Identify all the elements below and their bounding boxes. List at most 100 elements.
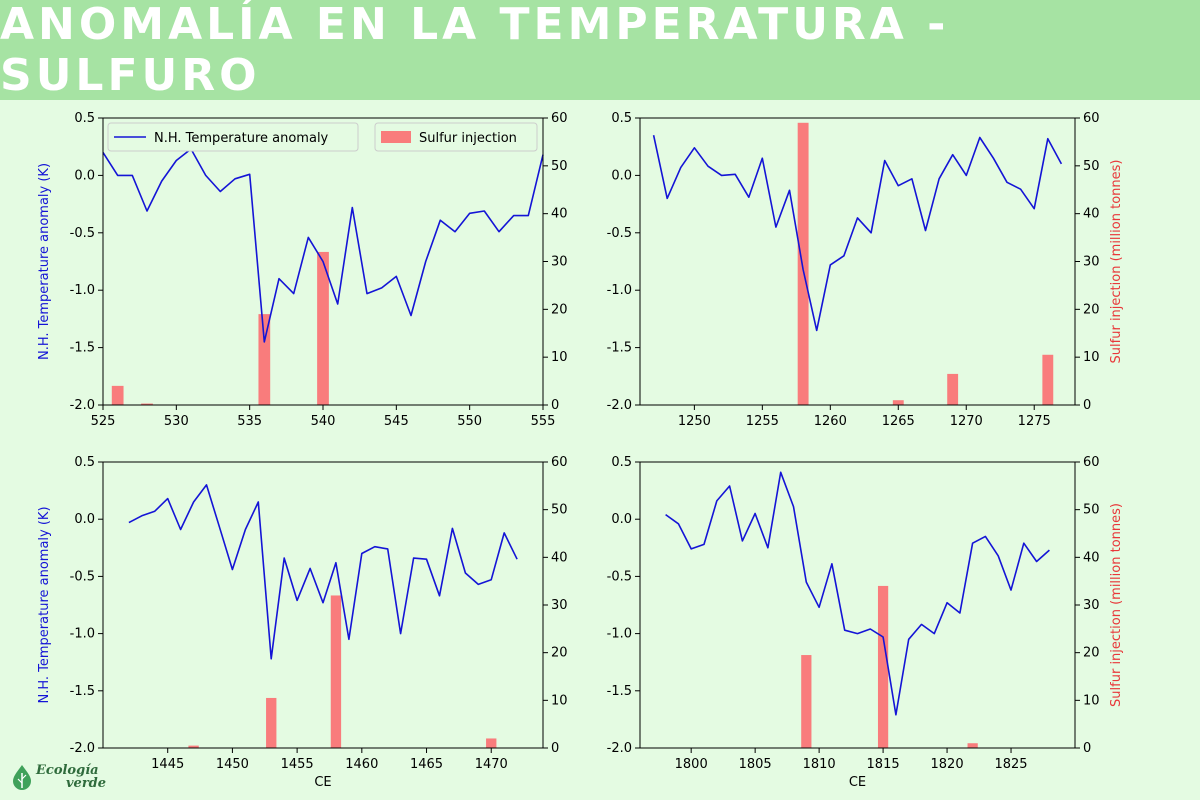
- y2-tick-label: 40: [1083, 550, 1100, 565]
- logo: Ecología verde: [12, 760, 142, 794]
- sulfur-bar: [797, 122, 809, 406]
- temperature-line: [665, 471, 1050, 716]
- x-tick-label: 1260: [814, 414, 847, 429]
- y-tick-label: 0.5: [74, 111, 95, 126]
- y2-axis-label: Sulfur injection (million tonnes): [1109, 160, 1124, 364]
- y-tick-label: -0.5: [607, 226, 632, 241]
- x-tick-label: 1470: [475, 757, 508, 772]
- sulfur-bar: [892, 400, 904, 405]
- y2-tick-label: 40: [551, 550, 568, 565]
- x-tick-label: 525: [91, 414, 116, 429]
- y-tick-label: 0.5: [74, 455, 95, 470]
- y-tick-label: -2.0: [607, 741, 632, 756]
- x-tick-label: 1250: [678, 414, 711, 429]
- x-tick-label: 1265: [882, 414, 915, 429]
- sulfur-bar: [111, 385, 124, 405]
- sulfur-bar: [258, 314, 271, 405]
- y2-tick-label: 20: [1083, 302, 1100, 317]
- y-tick-label: -1.5: [607, 341, 632, 356]
- y2-tick-label: 50: [1083, 503, 1100, 518]
- legend-box-bar: [374, 122, 538, 152]
- sulfur-bar: [141, 403, 153, 405]
- chart-panel-1: 525 530 535 540 545 550 555 -2.0 -1.5 -1.0 -0.5 0.0…: [37, 111, 568, 429]
- y-tick-label: -0.5: [70, 569, 95, 584]
- x-tick-label: 1805: [739, 757, 772, 772]
- y2-tick-label: 50: [551, 503, 568, 518]
- legend-box-line: [107, 122, 359, 152]
- y-tick-label: 0.5: [611, 455, 632, 470]
- y-axis-label: N.H. Temperature anomaly (K): [37, 506, 52, 703]
- y2-tick-label: 10: [551, 350, 568, 365]
- y-tick-label: -1.5: [607, 684, 632, 699]
- x-tick-label: 1255: [746, 414, 779, 429]
- temperature-line: [102, 148, 544, 343]
- y2-tick-label: 20: [551, 646, 568, 661]
- y2-tick-label: 0: [551, 741, 559, 756]
- title-banner: ANOMALÍA EN LA TEMPERATURA - SULFURO: [0, 0, 1200, 101]
- x-tick-label: 1460: [345, 757, 378, 772]
- x-tick-label: 1815: [867, 757, 900, 772]
- y-tick-label: 0.0: [611, 512, 632, 527]
- y-tick-label: 0.0: [611, 168, 632, 183]
- y2-tick-label: 60: [1083, 455, 1100, 470]
- y2-tick-label: 60: [551, 455, 568, 470]
- y2-tick-label: 10: [551, 693, 568, 708]
- x-tick-label: 545: [384, 414, 409, 429]
- y-tick-label: -1.0: [70, 283, 95, 298]
- sulfur-bar: [1042, 354, 1054, 405]
- y2-tick-label: 50: [551, 159, 568, 174]
- x-tick-label: 535: [237, 414, 262, 429]
- legend-bar-label: Sulfur injection: [419, 131, 517, 146]
- y2-tick-label: 30: [1083, 598, 1100, 613]
- y2-tick-label: 30: [551, 598, 568, 613]
- legend-bar-swatch: [381, 131, 411, 143]
- y-tick-label: -1.5: [70, 684, 95, 699]
- x-tick-label: 1275: [1018, 414, 1051, 429]
- y-tick-label: -2.0: [70, 741, 95, 756]
- y2-tick-label: 60: [551, 111, 568, 126]
- plot-area: [103, 462, 543, 748]
- plot-area: [640, 462, 1075, 748]
- y2-tick-label: 40: [1083, 207, 1100, 222]
- leaf-drop-icon: [13, 765, 31, 790]
- y-tick-label: -0.5: [607, 569, 632, 584]
- y-tick-label: 0.5: [611, 111, 632, 126]
- chart-panel-2: 1250 1255 1260 1265 1270 1275 -2.0 -1.5 -1.0 -0.5…: [607, 111, 1124, 429]
- y-tick-label: -0.5: [70, 226, 95, 241]
- x-tick-label: 555: [531, 414, 556, 429]
- sulfur-bar: [317, 251, 329, 405]
- sulfur-bar: [967, 743, 978, 748]
- x-tick-label: 1800: [675, 757, 708, 772]
- y-tick-label: -1.0: [607, 283, 632, 298]
- y-tick-label: -1.0: [70, 627, 95, 642]
- chart-panel-4: 1800 1805 1810 1815 1820 1825 -2.0 -1.5 -1.0 -0.5…: [607, 455, 1124, 790]
- sulfur-bar: [801, 655, 812, 748]
- y2-tick-label: 50: [1083, 159, 1100, 174]
- y-tick-label: 0.0: [74, 168, 95, 183]
- y2-tick-label: 30: [551, 255, 568, 270]
- temperature-line: [128, 484, 518, 660]
- x-tick-label: 1825: [994, 757, 1027, 772]
- y-axis-label: N.H. Temperature anomaly (K): [37, 163, 52, 360]
- sulfur-bar: [188, 745, 199, 748]
- y2-tick-label: 20: [551, 302, 568, 317]
- y2-axis-label: Sulfur injection (million tonnes): [1109, 503, 1124, 707]
- sulfur-bar: [266, 697, 277, 748]
- x-tick-label: 1450: [216, 757, 249, 772]
- x-tick-label: 1445: [151, 757, 184, 772]
- x-tick-label: 530: [164, 414, 189, 429]
- plot-area: [640, 118, 1075, 405]
- y2-tick-label: 30: [1083, 255, 1100, 270]
- sulfur-bar: [330, 595, 342, 748]
- chart-panel-3: 1445 1450 1455 1460 1465 1470 -2.0 -1.5 -1.0 -0.5…: [37, 455, 568, 790]
- y-tick-label: 0.0: [74, 512, 95, 527]
- x-tick-label: 540: [311, 414, 336, 429]
- x-tick-label: 1455: [281, 757, 314, 772]
- x-tick-label: 1465: [410, 757, 443, 772]
- y2-tick-label: 0: [1083, 398, 1091, 413]
- y2-tick-label: 0: [551, 398, 559, 413]
- legend: N.H. Temperature anomaly Sulfur injection: [107, 122, 538, 152]
- page-title: ANOMALÍA EN LA TEMPERATURA - SULFURO: [0, 0, 950, 101]
- y2-tick-label: 60: [1083, 111, 1100, 126]
